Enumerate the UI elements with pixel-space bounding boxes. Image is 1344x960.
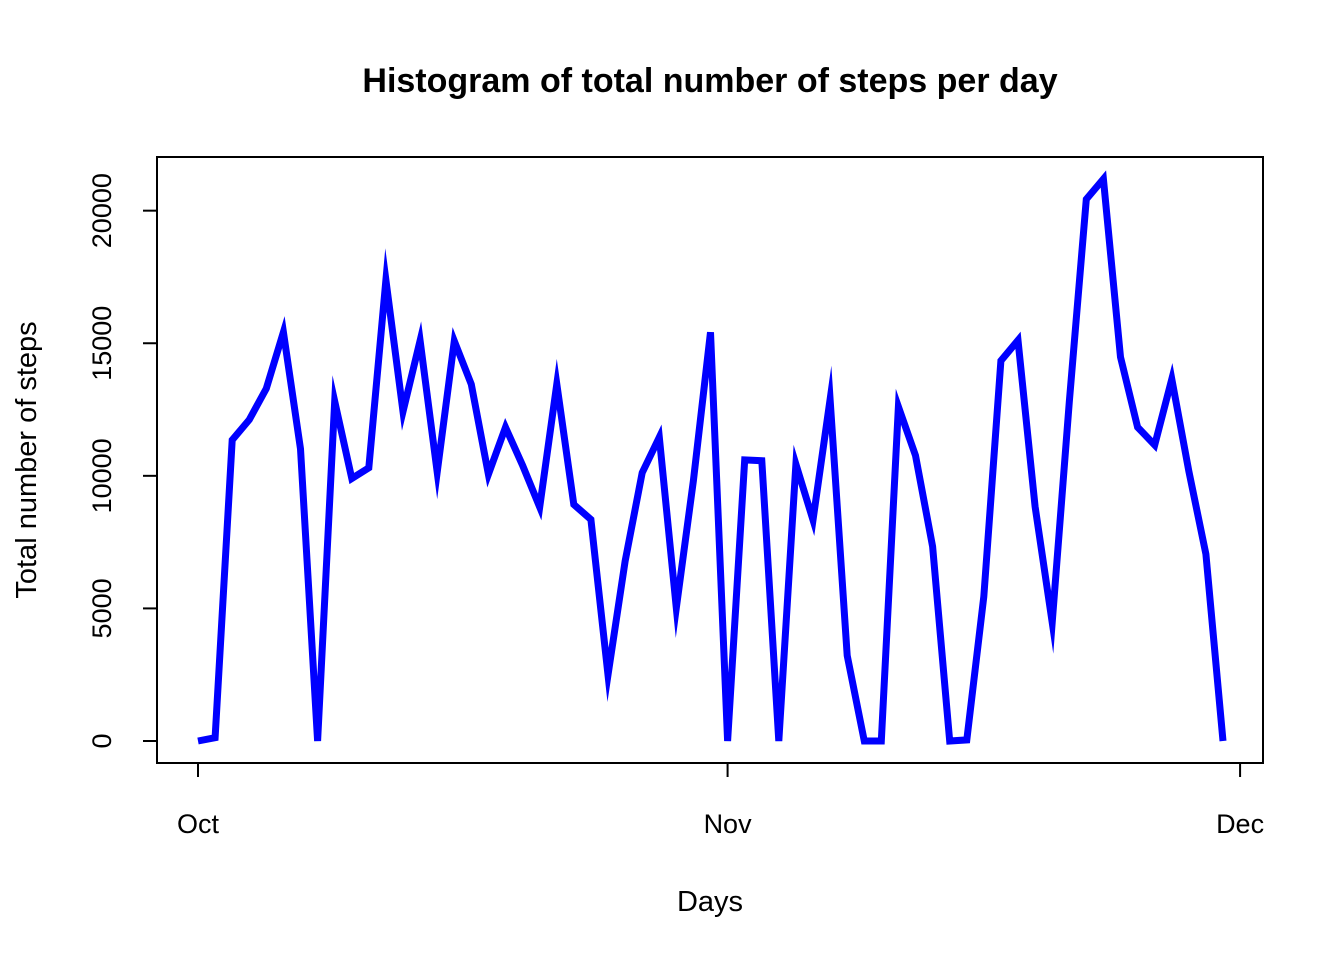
series-line	[197, 170, 1227, 745]
y-tick-label: 0	[87, 733, 117, 748]
x-tick-label: Dec	[1216, 809, 1264, 839]
x-axis-label: Days	[677, 886, 743, 918]
series-layer	[197, 170, 1227, 745]
x-axis: Oct Nov Dec	[177, 762, 1264, 839]
y-tick-label: 5000	[87, 578, 117, 638]
y-axis-label: Total number of steps	[11, 321, 43, 598]
x-tick-label: Nov	[704, 809, 753, 839]
y-axis: 0 5000 10000 15000 20000	[87, 173, 158, 749]
y-tick-label: 15000	[87, 306, 117, 381]
x-tick-label: Oct	[177, 809, 220, 839]
chart-title: Histogram of total number of steps per d…	[362, 62, 1057, 100]
y-tick-label: 10000	[87, 438, 117, 513]
y-tick-label: 20000	[87, 173, 117, 248]
